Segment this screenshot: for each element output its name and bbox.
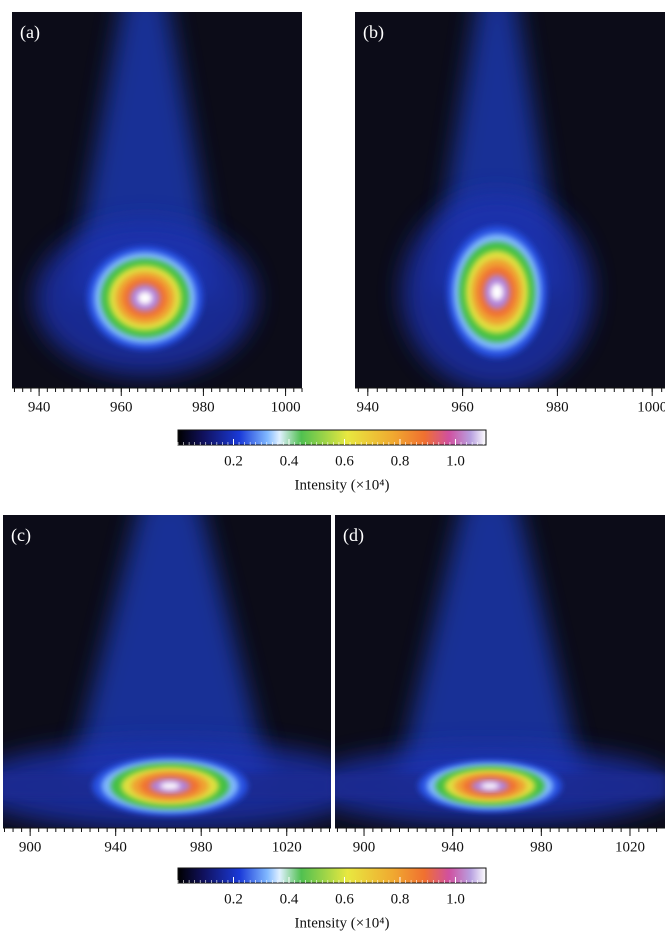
x-tick-label: 980 bbox=[546, 399, 569, 415]
colorbar bbox=[178, 868, 486, 883]
x-tick-label: 980 bbox=[530, 839, 553, 855]
x-tick-label: 1000 bbox=[271, 399, 301, 415]
intensity-image bbox=[355, 0, 665, 391]
colorbar-label: Intensity (×10⁴) bbox=[295, 477, 390, 493]
colorbar-tick-label: 0.8 bbox=[391, 891, 410, 907]
x-tick-label: 1000 bbox=[637, 399, 665, 415]
colorbar-tick-label: 0.4 bbox=[280, 891, 299, 907]
colorbar-tick-label: 0.4 bbox=[280, 453, 299, 469]
panel-label: (d) bbox=[343, 525, 364, 546]
x-tick-label: 940 bbox=[104, 839, 127, 855]
x-tick-label: 940 bbox=[357, 399, 380, 415]
x-tick-label: 980 bbox=[192, 399, 215, 415]
colorbar bbox=[178, 430, 486, 445]
intensity-image bbox=[0, 495, 373, 831]
contour bbox=[481, 783, 500, 790]
colorbar-tick-label: 0.6 bbox=[335, 891, 354, 907]
x-tick-label: 940 bbox=[441, 839, 464, 855]
contour bbox=[160, 782, 180, 790]
panel-label: (b) bbox=[363, 22, 384, 43]
colorbar-tick-label: 1.0 bbox=[446, 891, 465, 907]
panel-label: (c) bbox=[11, 525, 31, 546]
colorbar-tick-label: 0.6 bbox=[335, 453, 354, 469]
colorbar-tick-label: 0.8 bbox=[391, 453, 410, 469]
x-tick-label: 960 bbox=[451, 399, 474, 415]
colorbar-tick-label: 1.0 bbox=[446, 453, 465, 469]
contour bbox=[491, 283, 504, 300]
x-tick-label: 980 bbox=[190, 839, 213, 855]
x-tick-label: 960 bbox=[110, 399, 133, 415]
x-tick-label: 1020 bbox=[615, 839, 645, 855]
figure: (a) 940 960 980 1000 (b) 940 960 980 1000 (c) 900 94… bbox=[0, 0, 665, 932]
x-tick-label: 1020 bbox=[272, 839, 302, 855]
panel-label: (a) bbox=[20, 22, 40, 43]
colorbar-label: Intensity (×10⁴) bbox=[295, 915, 390, 931]
contour bbox=[137, 291, 152, 305]
x-tick-label: 940 bbox=[28, 399, 51, 415]
intensity-image bbox=[12, 0, 302, 388]
x-tick-label: 900 bbox=[353, 839, 376, 855]
colorbar-tick-label: 0.2 bbox=[224, 453, 243, 469]
colorbar-tick-label: 0.2 bbox=[224, 891, 243, 907]
x-tick-label: 900 bbox=[19, 839, 42, 855]
